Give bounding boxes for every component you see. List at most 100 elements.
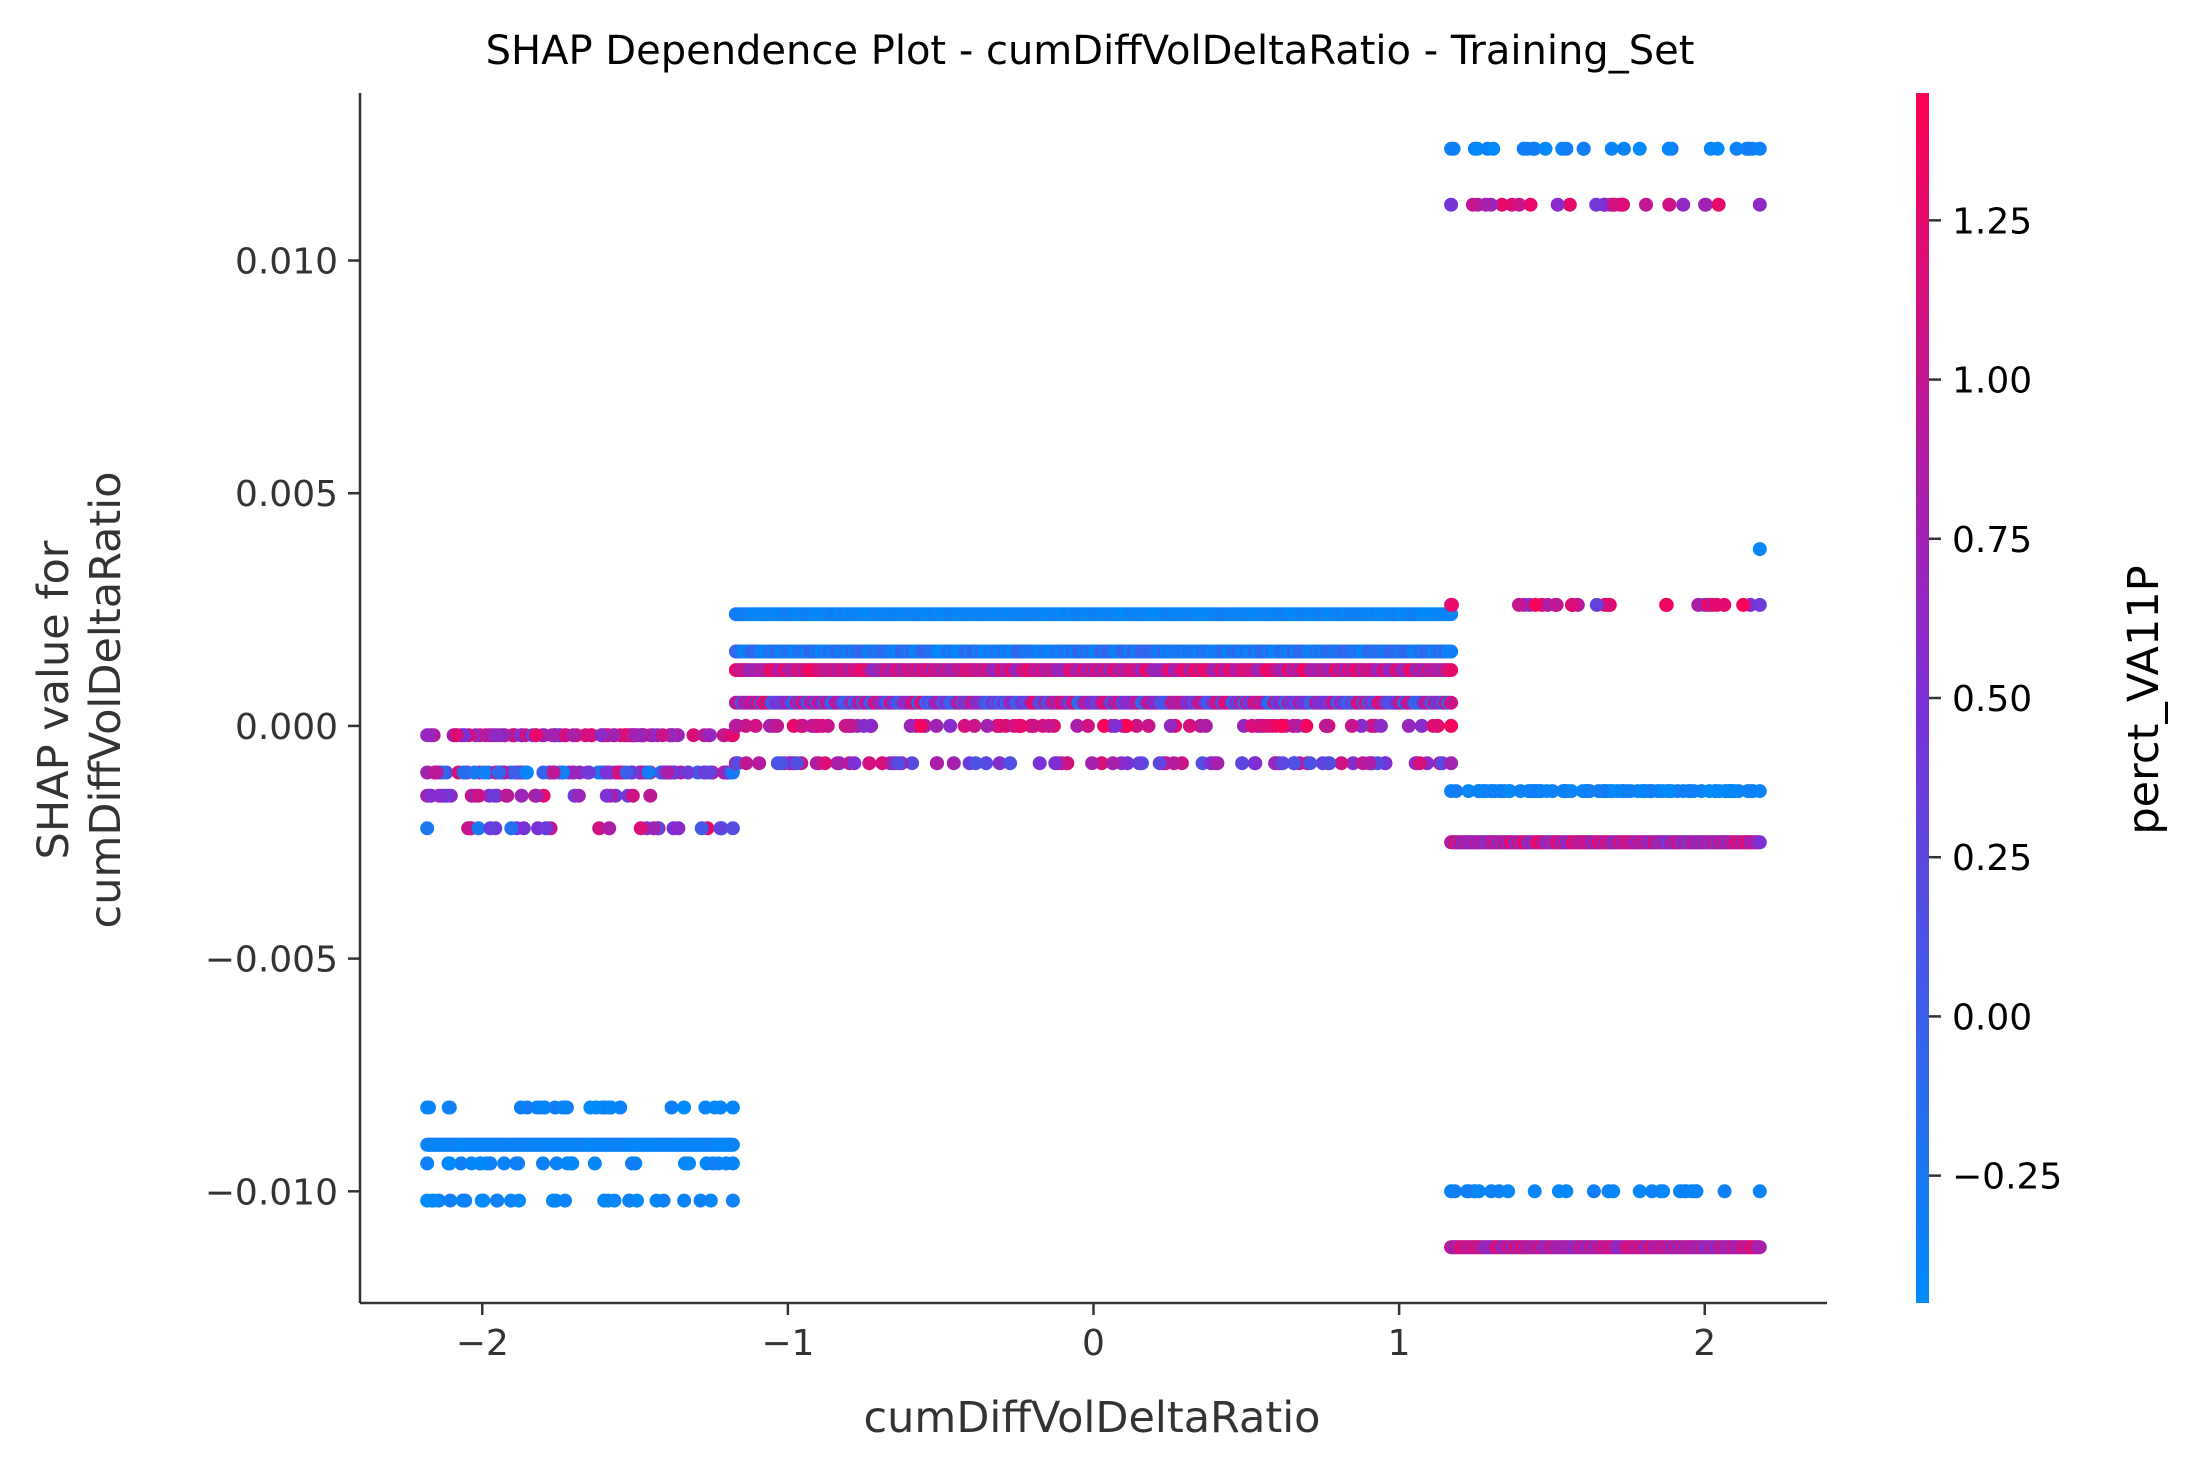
scatter-point	[1085, 756, 1100, 771]
scatter-point	[560, 1156, 575, 1171]
scatter-point	[1545, 784, 1560, 799]
scatter-point	[1444, 663, 1459, 678]
y-axis-label: SHAP value for cumDiffVolDeltaRatio	[29, 472, 131, 929]
scatter-point	[1097, 718, 1112, 733]
scatter-point	[633, 821, 648, 836]
scatter-point	[1495, 197, 1509, 212]
scatter-point	[1444, 197, 1459, 212]
scatter-point	[1528, 597, 1543, 612]
scatter-point	[1662, 197, 1677, 212]
scatter-point	[774, 756, 789, 771]
scatter-point	[725, 1137, 740, 1152]
scatter-point	[957, 718, 972, 733]
colorbar-tick-label: −0.25	[1952, 1157, 2062, 1198]
chart-title: SHAP Dependence Plot - cumDiffVolDeltaRa…	[486, 28, 1695, 74]
scatter-point	[967, 718, 982, 733]
scatter-point	[1478, 197, 1493, 212]
scatter-point	[1606, 1184, 1621, 1199]
scatter-point	[1691, 597, 1706, 612]
scatter-point	[497, 1156, 512, 1171]
scatter-point	[1346, 756, 1361, 771]
scatter-point	[862, 756, 877, 771]
scatter-point	[602, 821, 617, 836]
scatter-point	[1752, 1240, 1767, 1255]
scatter-point	[1334, 756, 1349, 771]
scatter-point	[509, 1156, 524, 1171]
scatter-point	[655, 728, 670, 743]
scatter-point	[1286, 718, 1301, 733]
scatter-point	[795, 718, 810, 733]
scatter-point	[992, 756, 1007, 771]
scatter-point	[442, 1100, 457, 1115]
scatter-point	[682, 1156, 696, 1171]
scatter-point	[1471, 1184, 1486, 1199]
scatter-point	[1132, 756, 1147, 771]
scatter-point	[455, 1193, 470, 1208]
scatter-point	[843, 718, 857, 733]
scatter-point	[1198, 718, 1213, 733]
scatter-point	[529, 788, 544, 803]
scatter-point	[930, 756, 944, 771]
scatter-point	[1703, 141, 1718, 156]
scatter-point	[548, 1193, 563, 1208]
scatter-point	[1752, 597, 1767, 612]
scatter-point	[422, 1100, 436, 1115]
scatter-point	[487, 788, 502, 803]
scatter-point	[809, 718, 824, 733]
scatter-point	[1513, 784, 1528, 799]
x-tick-label: −1	[761, 1323, 814, 1364]
scatter-point	[514, 788, 529, 803]
scatter-point	[1709, 597, 1724, 612]
scatter-point	[1501, 1184, 1516, 1199]
scatter-point	[476, 1193, 491, 1208]
scatter-point	[661, 765, 675, 780]
scatter-point	[1105, 756, 1120, 771]
scatter-point	[424, 788, 438, 803]
scatter-point	[1163, 718, 1178, 733]
y-tick-label: 0.005	[235, 474, 338, 515]
scatter-point	[1538, 141, 1553, 156]
scatter-point	[703, 1193, 718, 1208]
scatter-point	[530, 1100, 544, 1115]
y-axis-label-line-1: SHAP value for	[29, 540, 79, 859]
scatter-point	[529, 728, 543, 743]
y-tick-label: −0.010	[205, 1172, 338, 1213]
scatter-point	[752, 756, 767, 771]
scatter-points	[420, 141, 1767, 1255]
scatter-point	[442, 1156, 457, 1171]
scatter-point	[1484, 1184, 1499, 1199]
scatter-point	[1182, 718, 1197, 733]
scatter-point	[1070, 718, 1085, 733]
scatter-point	[1662, 784, 1676, 799]
y-tick-label: 0.000	[235, 707, 338, 748]
scatter-point	[1659, 597, 1674, 612]
scatter-point	[1534, 784, 1549, 799]
scatter-point	[471, 821, 486, 836]
scatter-point	[473, 1156, 488, 1171]
scatter-point	[1094, 756, 1109, 771]
scatter-point	[646, 821, 661, 836]
scatter-point	[1562, 197, 1577, 212]
scatter-point	[454, 1156, 469, 1171]
scatter-point	[500, 788, 515, 803]
scatter-point	[729, 718, 744, 733]
scatter-point	[686, 728, 701, 743]
scatter-point	[1607, 197, 1622, 212]
colorbar-tick-label: 0.75	[1952, 520, 2032, 561]
scatter-point	[489, 728, 503, 743]
scatter-point	[491, 765, 506, 780]
scatter-point	[420, 821, 435, 836]
scatter-point	[545, 728, 560, 743]
scatter-point	[1166, 756, 1181, 771]
x-axis-ticks: −2 −1 0 1 2	[456, 1303, 1716, 1364]
scatter-point	[456, 765, 471, 780]
scatter-point	[589, 1100, 604, 1115]
scatter-point	[1752, 141, 1767, 156]
scatter-point	[599, 765, 614, 780]
scatter-point	[619, 765, 634, 780]
scatter-point	[1152, 756, 1167, 771]
colorbar-tick-label: 0.00	[1952, 997, 2032, 1038]
scatter-point	[508, 765, 523, 780]
scatter-point	[641, 765, 656, 780]
scatter-point	[1444, 718, 1459, 733]
